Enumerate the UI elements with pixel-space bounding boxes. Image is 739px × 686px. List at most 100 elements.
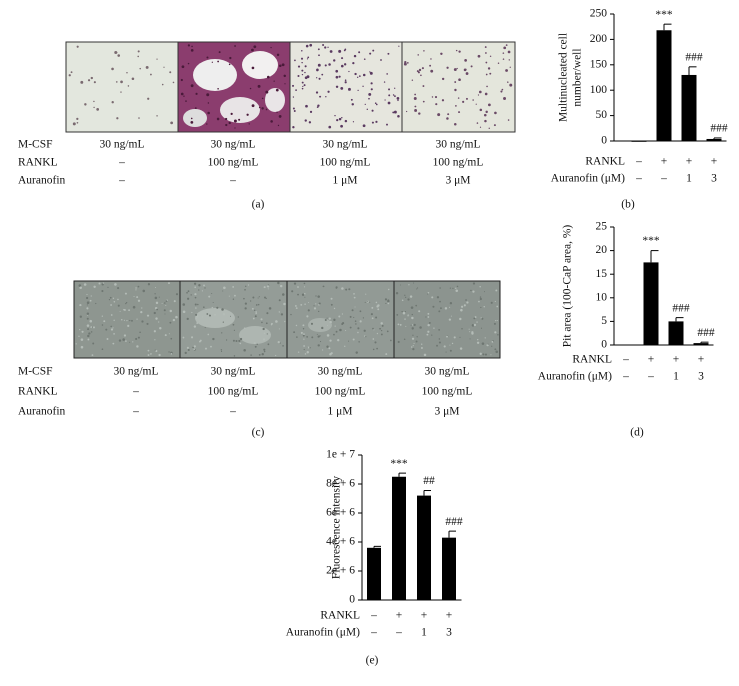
speckle (333, 59, 336, 62)
speckle (105, 328, 108, 331)
speckle (126, 320, 128, 322)
speckle (319, 95, 322, 98)
speckle (413, 97, 417, 100)
condition-cell: 100 ng/mL (208, 386, 259, 398)
speckle (491, 345, 493, 347)
speckle (251, 48, 254, 52)
micrographs-a (65, 41, 516, 133)
speckle (131, 77, 135, 81)
speckle (230, 315, 232, 317)
speckle (480, 306, 482, 309)
speckle (68, 74, 71, 77)
speckle (449, 287, 451, 289)
speckle (111, 67, 114, 71)
speckle (137, 299, 141, 302)
speckle (301, 69, 304, 72)
speckle (465, 72, 469, 75)
speckle (243, 297, 245, 300)
speckle (282, 293, 285, 296)
speckle (387, 101, 391, 105)
speckle (309, 110, 313, 113)
speckle (217, 60, 220, 63)
speckle (340, 124, 343, 128)
speckle (128, 309, 131, 312)
speckle (206, 123, 208, 125)
speckle (129, 341, 131, 343)
speckle (431, 334, 433, 336)
speckle (255, 311, 257, 313)
speckle (364, 301, 366, 303)
speckle (393, 110, 397, 114)
speckle (386, 330, 389, 333)
speckle (420, 74, 422, 77)
speckle (335, 330, 338, 333)
speckle (301, 61, 303, 64)
speckle (110, 325, 112, 328)
speckle (409, 295, 413, 298)
speckle (420, 347, 423, 349)
speckle (380, 59, 382, 61)
speckle (110, 314, 113, 316)
speckle (419, 326, 422, 329)
speckle (379, 327, 381, 330)
speckle (471, 331, 474, 334)
speckle (198, 289, 200, 291)
speckle (137, 55, 140, 58)
speckle (305, 44, 309, 48)
speckle (465, 68, 467, 71)
speckle (263, 296, 266, 299)
speckle (135, 289, 137, 291)
speckle (485, 110, 488, 114)
speckle (363, 58, 366, 60)
micrograph (286, 280, 395, 359)
speckle (380, 333, 383, 336)
speckle (313, 305, 315, 307)
category-label: + (396, 610, 403, 622)
speckle (296, 336, 298, 338)
speckle (212, 302, 214, 304)
speckle (338, 117, 342, 121)
speckle (452, 287, 454, 290)
speckle (292, 126, 295, 129)
speckle (354, 72, 357, 76)
speckle (480, 317, 482, 319)
speckle (446, 335, 448, 338)
speckle (476, 341, 480, 345)
condition-cell: – (118, 175, 125, 187)
speckle (317, 310, 320, 313)
speckle (106, 338, 109, 341)
speckle (470, 289, 472, 292)
speckle (464, 59, 467, 62)
speckle (133, 295, 135, 298)
speckle (404, 311, 406, 313)
speckle (487, 67, 491, 70)
speckle (161, 83, 164, 86)
speckle (254, 315, 257, 318)
speckle (340, 86, 344, 90)
speckle (355, 351, 358, 354)
speckle (429, 64, 432, 67)
speckle (233, 329, 235, 331)
speckle (276, 53, 280, 57)
speckle (407, 314, 409, 316)
resorption-pit (195, 308, 235, 328)
speckle (371, 121, 374, 124)
speckle (436, 296, 440, 299)
speckle (327, 46, 329, 48)
speckle (456, 67, 458, 70)
speckle (243, 348, 246, 352)
speckle (233, 119, 237, 123)
speckle (392, 111, 395, 114)
speckle (232, 286, 235, 288)
speckle (411, 313, 414, 316)
row-label: Auranofin (18, 406, 66, 418)
speckle (101, 315, 103, 317)
speckle (425, 316, 427, 318)
speckle (438, 329, 441, 331)
speckle (180, 78, 183, 82)
speckle (402, 311, 406, 315)
category-label: + (698, 354, 705, 366)
speckle (238, 118, 241, 121)
speckle (111, 101, 114, 104)
speckle (313, 307, 317, 310)
